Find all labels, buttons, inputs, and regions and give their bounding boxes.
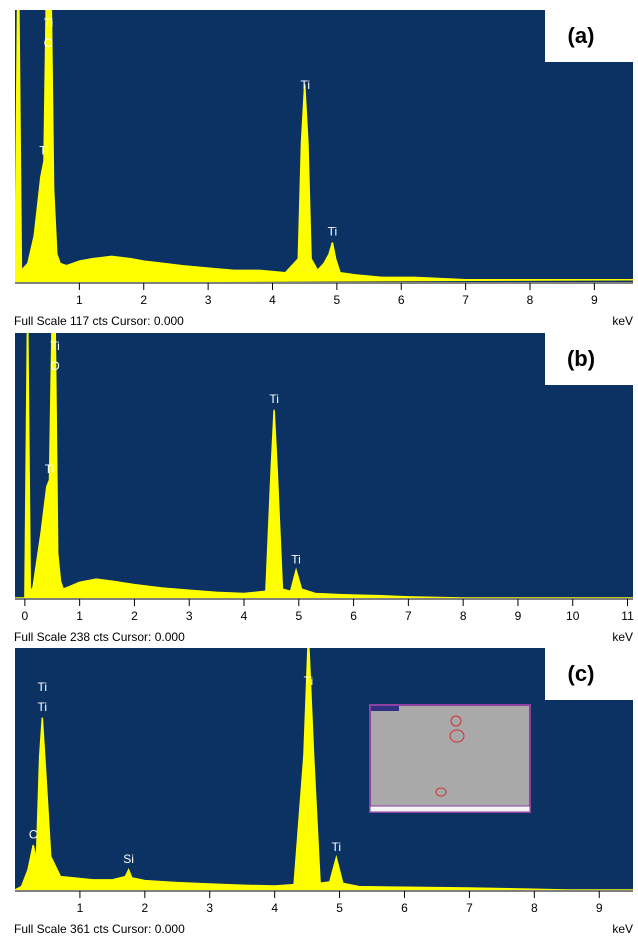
peak-label: Ti <box>301 78 311 92</box>
inset-marker <box>435 787 447 797</box>
x-tick-label: 11 <box>621 609 634 623</box>
x-tick-label: 7 <box>405 609 412 623</box>
inset-tab <box>371 706 399 711</box>
spectrum-panel: 1 2 3 4 5 6 7 8 9 Full Scale 117 cts Cursor: 0.00… <box>14 10 633 328</box>
x-tick-label: 8 <box>460 609 467 623</box>
x-tick-label: 8 <box>527 293 534 307</box>
peak-label: Ti <box>50 339 60 353</box>
inset-image <box>369 704 531 813</box>
panel-label-box <box>545 333 633 385</box>
plot-background <box>15 10 633 282</box>
x-tick-label: 6 <box>350 609 357 623</box>
x-axis-unit: keV <box>612 922 633 936</box>
panel-label: (b) <box>567 346 595 371</box>
inset-footer <box>369 805 531 813</box>
x-tick-label: 4 <box>271 901 278 915</box>
x-tick-label: 1 <box>76 293 83 307</box>
x-tick-label: 1 <box>76 609 83 623</box>
x-tick-label: 3 <box>186 609 193 623</box>
plot-background <box>15 333 633 598</box>
footer: Full Scale 361 cts Cursor: 0.000 <box>14 922 185 936</box>
x-tick-label: 2 <box>141 901 148 915</box>
footer: Full Scale 117 cts Cursor: 0.000 <box>14 314 184 328</box>
peak-label: O <box>50 359 59 373</box>
panel-label: (a) <box>568 23 595 48</box>
x-tick-label: 1 <box>77 901 84 915</box>
x-tick-label: 3 <box>205 293 212 307</box>
peak-label: Si <box>123 852 134 866</box>
peak-label: O <box>44 36 53 50</box>
x-tick-label: 7 <box>462 293 469 307</box>
spectrum-panel: 0 1 2 3 4 5 6 7 8 9 10 11 Full Scale 238 cts Cursor:… <box>14 333 634 644</box>
peak-label: Ti <box>328 225 338 239</box>
x-tick-label: 8 <box>531 901 538 915</box>
inset-marker <box>450 715 462 727</box>
x-tick-label: 0 <box>22 609 29 623</box>
panel-label-box <box>545 10 633 62</box>
x-axis-unit: keV <box>612 314 633 328</box>
x-tick-label: 9 <box>591 293 598 307</box>
x-tick-label: 4 <box>269 293 276 307</box>
x-tick-label: 7 <box>466 901 473 915</box>
peak-label: Ti <box>44 16 54 30</box>
peak-label: Ti <box>291 552 301 566</box>
peak-label: Ti <box>269 392 279 406</box>
plot-background <box>15 648 633 890</box>
inset-marker <box>449 729 465 743</box>
peak-label: Ti <box>45 462 55 476</box>
peak-label: Ti <box>304 674 314 688</box>
spectrum <box>15 648 633 890</box>
x-tick-label: 6 <box>398 293 405 307</box>
x-axis-unit: keV <box>612 630 633 644</box>
footer: Full Scale 238 cts Cursor: 0.000 <box>14 630 185 644</box>
spectrum-panel: 1 2 3 4 5 6 7 8 9 Full Scale 361 cts Cursor: 0.00… <box>14 648 633 936</box>
spectrum <box>15 10 633 282</box>
x-tick-label: 6 <box>401 901 408 915</box>
peak-label: Ti <box>332 840 342 854</box>
peak-label: Ti <box>37 680 47 694</box>
x-tick-label: 2 <box>131 609 138 623</box>
spectrum <box>15 333 633 598</box>
peak-label: C <box>29 827 38 841</box>
x-tick-label: 5 <box>334 293 341 307</box>
peak-label: Ti <box>39 143 49 157</box>
panel-label: (c) <box>568 661 595 686</box>
sem-inset <box>369 704 531 813</box>
x-tick-label: 5 <box>295 609 302 623</box>
x-tick-label: 4 <box>241 609 248 623</box>
x-tick-label: 3 <box>206 901 213 915</box>
panels: 1 2 3 4 5 6 7 8 9 Full Scale 117 cts Cursor: 0.00… <box>14 10 634 936</box>
x-tick-label: 5 <box>336 901 343 915</box>
x-tick-label: 9 <box>515 609 522 623</box>
x-tick-label: 10 <box>566 609 580 623</box>
x-tick-label: 9 <box>596 901 603 915</box>
peak-label: Ti <box>37 700 47 714</box>
x-tick-label: 2 <box>140 293 147 307</box>
panel-label-box <box>545 648 633 700</box>
